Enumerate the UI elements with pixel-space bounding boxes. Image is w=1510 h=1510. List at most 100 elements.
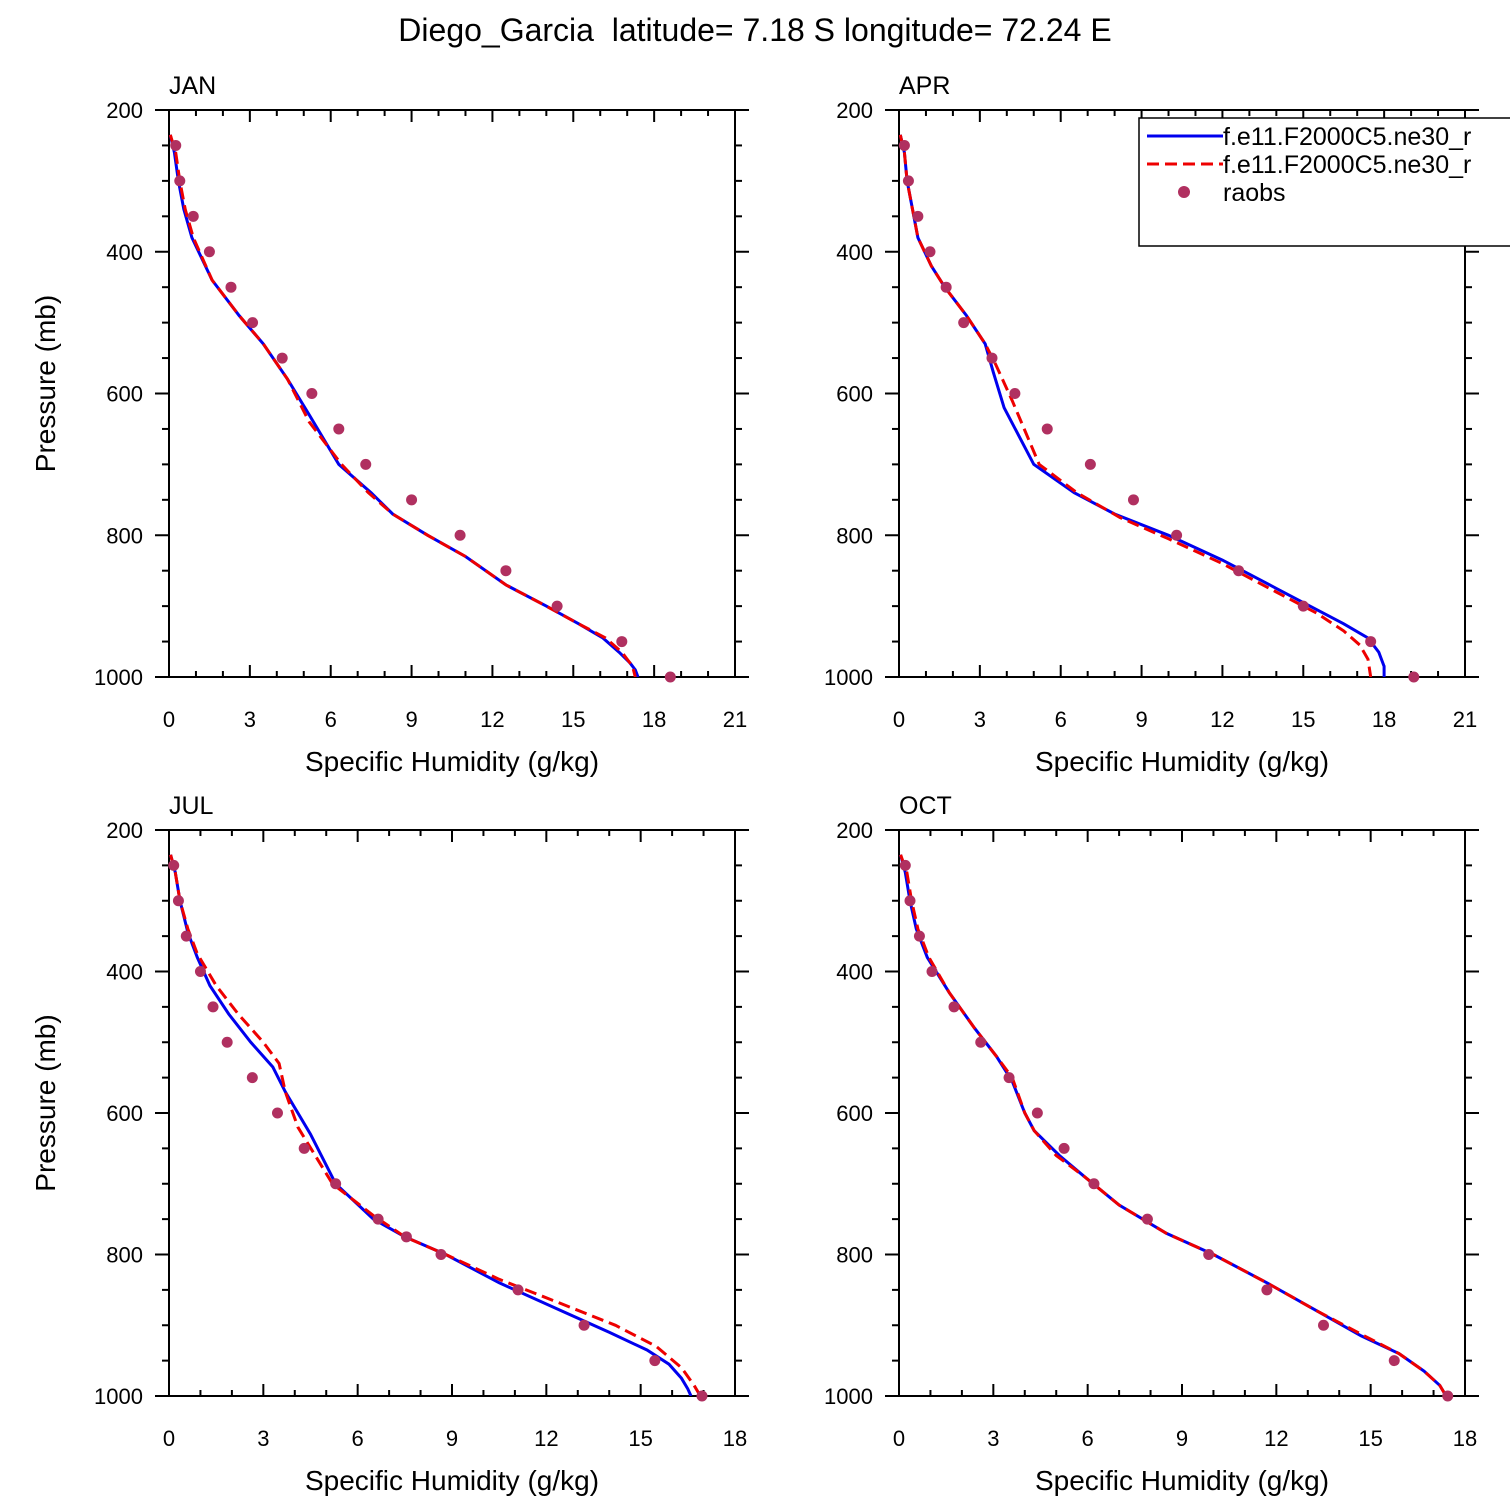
page-title: Diego_Garcia latitude= 7.18 S longitude=… (398, 12, 1112, 48)
y-tick-label: 200 (106, 818, 143, 843)
raobs-point (170, 139, 182, 151)
x-tick-label: 6 (1082, 1426, 1094, 1451)
raobs-point (330, 1178, 342, 1190)
raobs-point (696, 1390, 708, 1402)
raobs-point (948, 1001, 960, 1013)
y-tick-label: 1000 (94, 665, 143, 690)
raobs-point (975, 1036, 987, 1048)
y-axis-title: Pressure (mb) (30, 295, 61, 472)
raobs-point (306, 388, 318, 399)
x-tick-label: 3 (974, 707, 986, 732)
raobs-point (664, 671, 676, 683)
x-tick-label: 0 (163, 1426, 175, 1451)
raobs-point (913, 930, 925, 942)
series-line-model2 (169, 134, 637, 677)
x-tick-label: 12 (1210, 707, 1234, 732)
x-tick-label: 12 (1264, 1426, 1288, 1451)
x-tick-label: 9 (446, 1426, 458, 1451)
raobs-point (168, 859, 180, 871)
raobs-point (1388, 1355, 1400, 1367)
raobs-point (172, 895, 184, 907)
x-tick-label: 3 (244, 707, 256, 732)
raobs-point (1041, 423, 1053, 435)
raobs-point (194, 966, 206, 977)
y-tick-label: 800 (106, 523, 143, 548)
x-tick-label: 15 (1291, 707, 1315, 732)
y-tick-label: 600 (836, 382, 873, 407)
raobs-point (180, 930, 192, 942)
series-line-model1 (169, 134, 640, 677)
raobs-point (221, 1036, 233, 1048)
raobs-point (225, 281, 237, 293)
plot-frame (168, 829, 736, 1397)
raobs-point (899, 859, 911, 871)
raobs-point (902, 175, 914, 187)
raobs-point (454, 529, 466, 541)
x-tick-label: 12 (534, 1426, 558, 1451)
raobs-point (1127, 494, 1139, 506)
x-axis-title: Specific Humidity (g/kg) (305, 1465, 599, 1496)
y-tick-label: 400 (106, 240, 143, 265)
raobs-point (986, 352, 998, 364)
raobs-point (298, 1142, 310, 1154)
raobs-point (500, 565, 512, 577)
legend: f.e11.F2000C5.ne30_rf.e11.F2000C5.ne30_r… (1138, 117, 1510, 247)
raobs-point (360, 458, 372, 470)
y-tick-label: 1000 (94, 1384, 143, 1409)
legend-marker-raobs (1178, 186, 1190, 198)
y-tick-label: 800 (836, 523, 873, 548)
raobs-point (512, 1284, 524, 1296)
raobs-point (940, 281, 952, 293)
x-tick-label: 9 (1135, 707, 1147, 732)
raobs-point (1233, 565, 1245, 577)
x-tick-label: 15 (561, 707, 585, 732)
raobs-point (1203, 1249, 1215, 1260)
plot-frame (898, 829, 1466, 1397)
raobs-point (904, 895, 916, 907)
x-tick-label: 9 (405, 707, 417, 732)
panel-label: JAN (169, 72, 216, 100)
raobs-point (372, 1213, 384, 1225)
y-tick-label: 1000 (824, 1384, 873, 1409)
raobs-point (1408, 671, 1420, 683)
raobs-point (174, 175, 186, 187)
raobs-point (1058, 1142, 1070, 1154)
raobs-point (1084, 458, 1096, 470)
raobs-point (435, 1249, 447, 1260)
x-tick-label: 0 (893, 1426, 905, 1451)
raobs-point (1297, 600, 1309, 612)
raobs-point (1261, 1284, 1273, 1296)
x-tick-label: 3 (987, 1426, 999, 1451)
raobs-point (958, 317, 970, 329)
raobs-point (406, 494, 418, 506)
raobs-point (276, 352, 288, 364)
raobs-point (333, 423, 345, 435)
raobs-point (1365, 636, 1377, 648)
panel-label: JUL (169, 792, 214, 820)
panel-jan: 0 3 6 9 12 15 18 21 200 400 600 800 1000 JAN Specific … (30, 72, 749, 777)
raobs-point (246, 1072, 258, 1084)
series-line-model2 (899, 854, 1448, 1396)
y-tick-label: 200 (106, 98, 143, 123)
plot-frame (168, 109, 736, 678)
x-axis-title: Specific Humidity (g/kg) (305, 746, 599, 777)
x-tick-label: 6 (325, 707, 337, 732)
raobs-point (1031, 1107, 1043, 1119)
raobs-point (207, 1001, 219, 1013)
raobs-point (1318, 1319, 1329, 1331)
raobs-point (1141, 1213, 1153, 1225)
raobs-point (551, 600, 563, 612)
x-tick-label: 18 (1453, 1426, 1477, 1451)
panel-label: OCT (899, 792, 952, 820)
x-tick-label: 21 (723, 707, 747, 732)
panel-jul: 0 3 6 9 12 15 18 200 400 600 800 1000 JUL Specific Hu… (30, 792, 749, 1496)
x-tick-label: 15 (628, 1426, 652, 1451)
y-tick-label: 800 (106, 1243, 143, 1268)
raobs-point (912, 210, 924, 222)
y-tick-label: 800 (836, 1243, 873, 1268)
x-tick-label: 18 (642, 707, 666, 732)
x-tick-label: 18 (723, 1426, 747, 1451)
x-tick-label: 0 (893, 707, 905, 732)
y-tick-label: 1000 (824, 665, 873, 690)
